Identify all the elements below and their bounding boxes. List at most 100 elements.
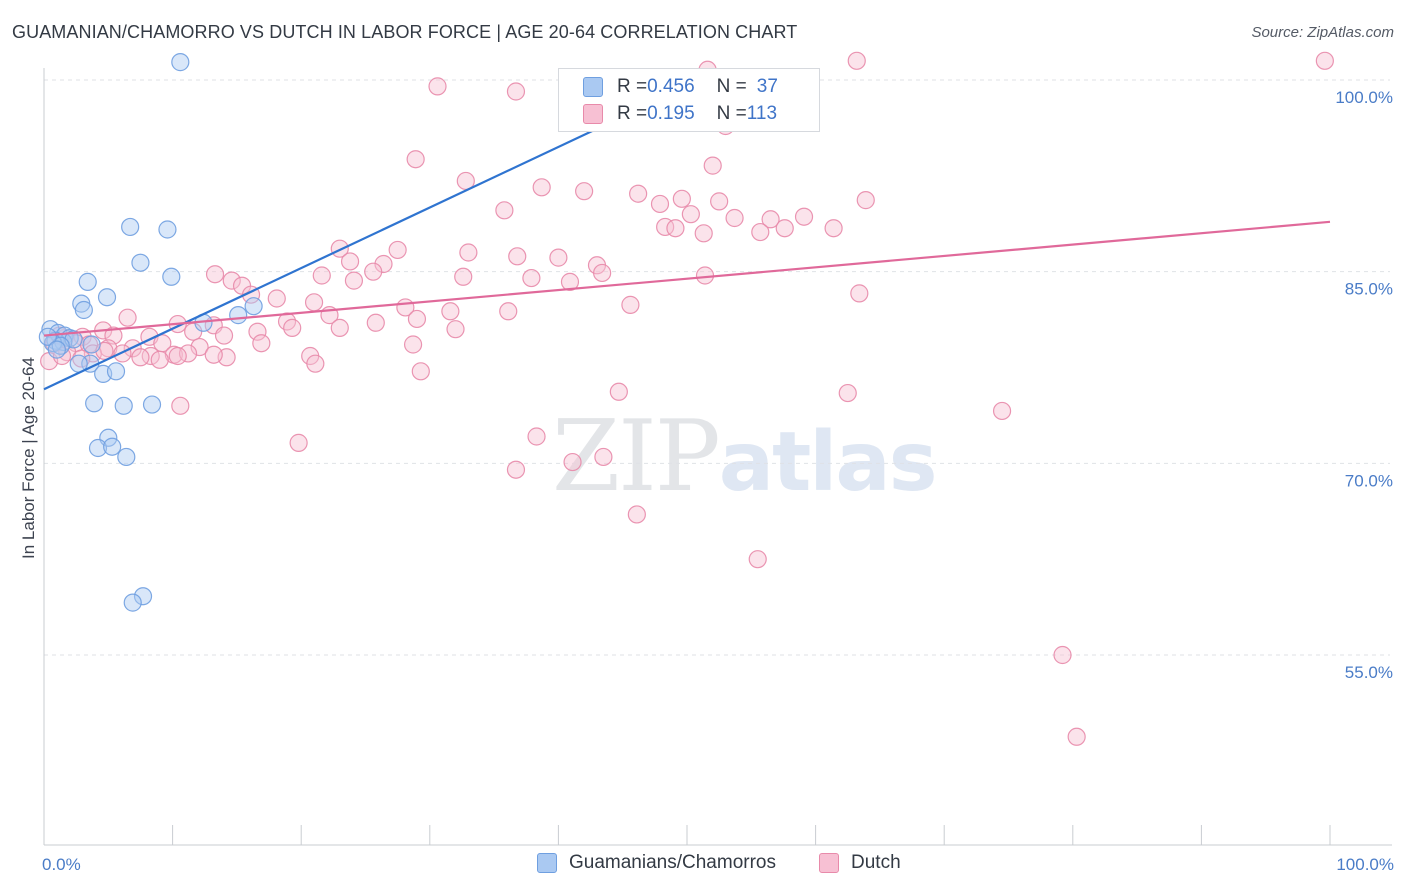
dutch-point bbox=[289, 433, 308, 452]
dutch-point bbox=[171, 396, 190, 415]
watermark-zip: ZIP bbox=[552, 400, 721, 514]
dutch-point bbox=[190, 337, 209, 357]
guamanian-point bbox=[123, 593, 142, 612]
dutch-point bbox=[748, 550, 767, 569]
dutch-point bbox=[150, 350, 169, 369]
dutch-point bbox=[856, 191, 875, 210]
dutch-trend-line bbox=[43, 220, 1331, 337]
series-swatch-guamanian bbox=[537, 853, 557, 873]
guamanian-point bbox=[142, 395, 162, 414]
guamanian-point bbox=[88, 438, 108, 458]
dutch-point bbox=[850, 284, 869, 303]
dutch-point bbox=[364, 262, 383, 281]
dutch-point bbox=[563, 452, 582, 472]
legend-r-value: 0.195 bbox=[647, 103, 695, 124]
guamanian-point bbox=[85, 394, 104, 413]
guamanian-trend-line bbox=[43, 85, 688, 391]
dutch-point bbox=[609, 382, 628, 401]
dutch-point bbox=[506, 460, 526, 479]
dutch-point bbox=[330, 318, 349, 337]
legend-r-label: R = bbox=[617, 103, 648, 124]
dutch-point bbox=[168, 346, 187, 366]
legend-n-value: 37 bbox=[756, 76, 778, 97]
dutch-point bbox=[1053, 645, 1072, 665]
dutch-point bbox=[283, 318, 302, 337]
dutch-point bbox=[459, 243, 478, 262]
dutch-point bbox=[312, 266, 331, 285]
legend-n-label: N = bbox=[716, 103, 747, 124]
dutch-point bbox=[621, 295, 640, 314]
legend-r-value: 0.456 bbox=[647, 76, 695, 97]
series-legend-guamanian[interactable]: Guamanians/Chamorros bbox=[537, 852, 776, 874]
guamanian-point bbox=[97, 288, 117, 307]
dutch-point bbox=[411, 362, 430, 381]
dutch-point bbox=[267, 289, 286, 308]
dutch-point bbox=[794, 207, 814, 226]
guamanian-point bbox=[78, 272, 97, 291]
dutch-point bbox=[629, 184, 648, 203]
guamanian-point bbox=[121, 217, 140, 237]
dutch-point bbox=[532, 178, 551, 197]
dutch-point bbox=[204, 345, 223, 364]
dutch-point bbox=[1315, 51, 1334, 70]
series-label: Guamanians/Chamorros bbox=[569, 852, 776, 873]
guamanian-point bbox=[114, 396, 133, 415]
series-swatch-dutch bbox=[819, 853, 839, 873]
dutch-point bbox=[522, 268, 541, 288]
dutch-point bbox=[627, 505, 646, 524]
guamanian-point bbox=[133, 587, 153, 606]
dutch-point bbox=[252, 334, 271, 353]
dutch-point bbox=[694, 224, 713, 243]
guamanian-point bbox=[162, 267, 181, 286]
series-legend-dutch[interactable]: Dutch bbox=[819, 852, 901, 874]
dutch-point bbox=[650, 194, 670, 214]
y-tick-label: 100.0% bbox=[1335, 88, 1393, 107]
guamanian-point bbox=[158, 220, 177, 239]
dutch-point bbox=[374, 254, 393, 274]
dutch-point bbox=[838, 383, 857, 403]
stats-legend: R = 0.456 N = 37 R = 0.195 N = 113 bbox=[558, 68, 820, 132]
legend-row-guamanian: R = 0.456 N = 37 bbox=[559, 72, 778, 102]
dutch-point bbox=[681, 205, 700, 224]
dutch-point bbox=[824, 219, 843, 238]
dutch-point bbox=[666, 219, 685, 238]
guamanian-point bbox=[47, 340, 66, 359]
guamanian-point bbox=[131, 253, 150, 272]
dutch-point bbox=[725, 208, 744, 228]
dutch-point bbox=[214, 326, 234, 345]
dutch-point bbox=[847, 51, 866, 70]
dutch-point bbox=[751, 222, 770, 242]
dutch-point bbox=[407, 309, 427, 329]
guamanian-point bbox=[229, 306, 248, 325]
guamanian-point bbox=[171, 53, 190, 72]
legend-swatch-dutch bbox=[583, 104, 603, 124]
dutch-point bbox=[118, 308, 137, 327]
dutch-point bbox=[131, 348, 150, 367]
dutch-point bbox=[72, 349, 91, 368]
watermark-atlas: atlas bbox=[718, 415, 938, 510]
dutch-point bbox=[441, 302, 460, 321]
y-tick-label: 70.0% bbox=[1345, 471, 1393, 490]
x-tick-label: 100.0% bbox=[1336, 855, 1394, 874]
dutch-point bbox=[703, 156, 722, 175]
dutch-point bbox=[406, 150, 425, 169]
y-tick-label: 55.0% bbox=[1345, 663, 1393, 682]
series-label: Dutch bbox=[851, 852, 901, 873]
dutch-point bbox=[710, 192, 729, 211]
dutch-point bbox=[761, 210, 780, 229]
dutch-point bbox=[506, 82, 526, 101]
dutch-point bbox=[388, 240, 407, 260]
source-label: Source: ZipAtlas.com bbox=[1251, 24, 1394, 41]
dutch-point bbox=[222, 271, 241, 290]
guamanian-point bbox=[74, 300, 93, 320]
dutch-point bbox=[454, 267, 473, 286]
dutch-point bbox=[366, 313, 385, 332]
y-tick-label: 85.0% bbox=[1345, 280, 1393, 299]
dutch-point bbox=[775, 219, 794, 238]
guamanian-point bbox=[117, 447, 136, 467]
dutch-point bbox=[527, 427, 546, 446]
legend-swatch-guamanian bbox=[583, 77, 603, 97]
guamanian-point bbox=[38, 327, 57, 346]
x-tick-label: 0.0% bbox=[42, 855, 81, 874]
dutch-point bbox=[205, 265, 225, 284]
